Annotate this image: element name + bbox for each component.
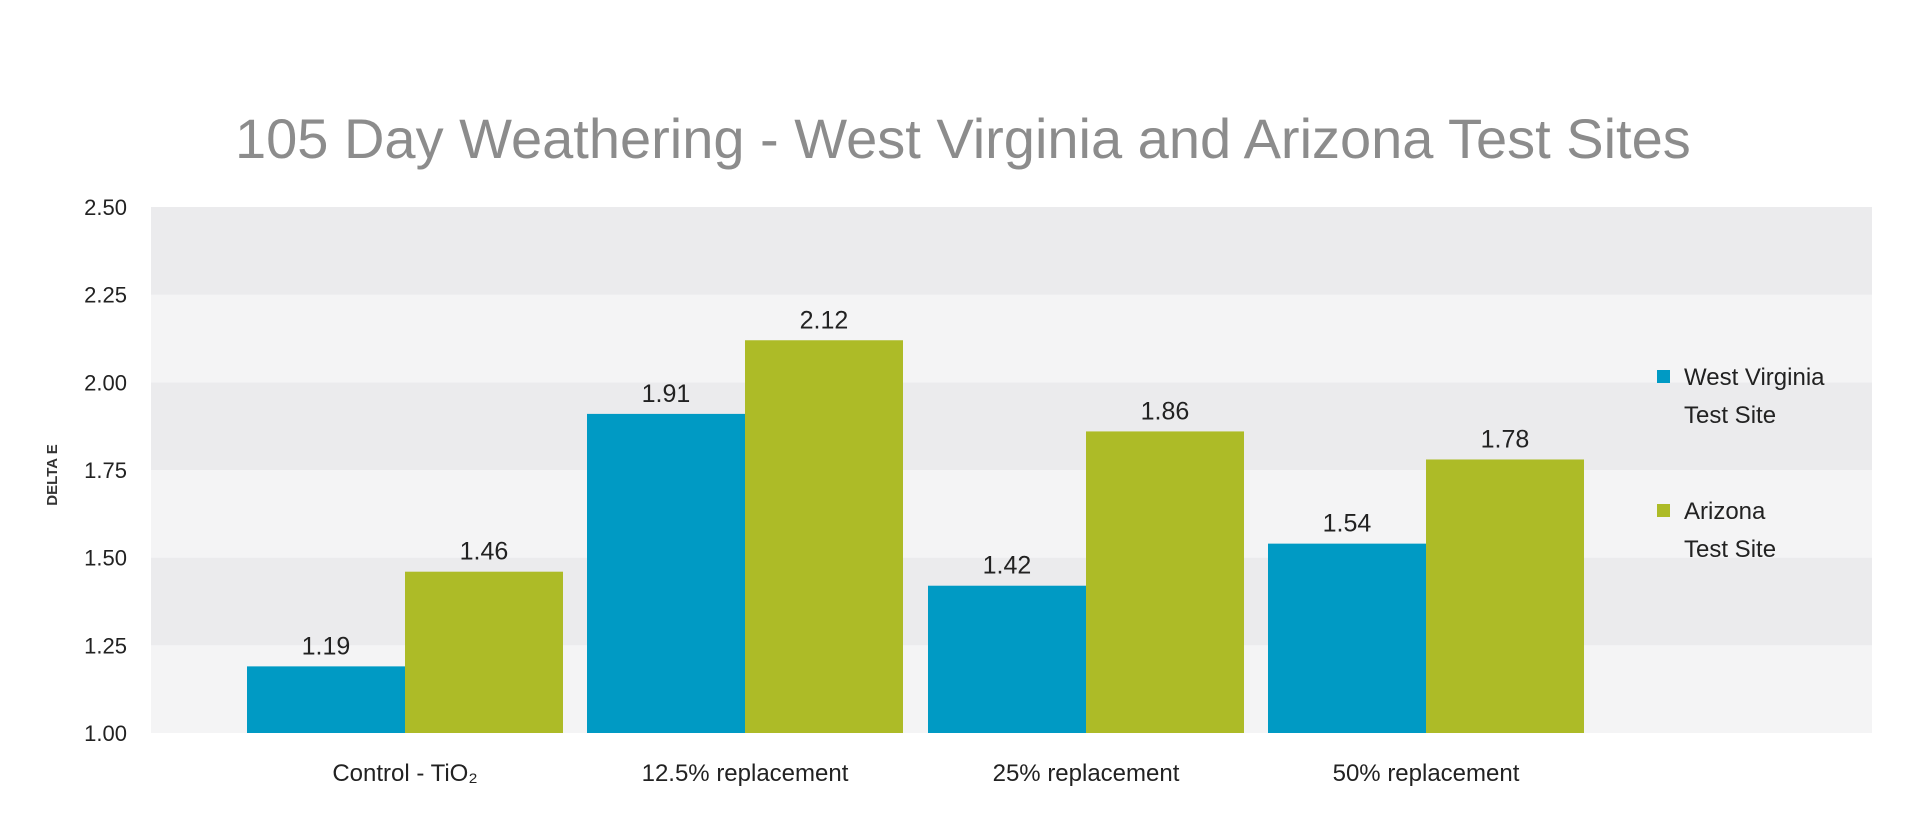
x-tick-label: 25% replacement [993, 760, 1180, 787]
y-tick-label: 1.00 [84, 721, 127, 746]
y-tick-label: 1.25 [84, 633, 127, 658]
y-tick-label: 1.75 [84, 458, 127, 483]
x-tick-label: 12.5% replacement [642, 760, 849, 787]
background-band [151, 382, 1872, 470]
legend-label: Arizona [1684, 498, 1766, 525]
bar-value-label: 1.86 [1141, 397, 1190, 425]
bar-value-label: 1.46 [460, 538, 509, 566]
bar [745, 340, 903, 733]
bar [247, 666, 405, 733]
y-tick-label: 1.50 [84, 546, 127, 571]
bar [928, 585, 1086, 733]
y-tick-label: 2.50 [84, 195, 127, 220]
y-axis-ticks: 1.00 1.25 1.50 1.75 2.00 2.25 2.50 [84, 195, 127, 746]
legend-label: West Virginia [1684, 364, 1825, 391]
bar [405, 571, 563, 733]
bars [247, 340, 1584, 733]
y-axis-label: DELTA E [44, 444, 61, 505]
legend-swatch [1657, 504, 1670, 517]
legend-swatch [1657, 370, 1670, 383]
bar-value-labels: 1.19 1.91 1.42 1.54 1.46 2.12 1.86 1.78 [302, 306, 1530, 660]
bar [1426, 459, 1584, 733]
y-tick-label: 2.00 [84, 370, 127, 395]
y-tick-label: 2.25 [84, 283, 127, 308]
background-band [151, 470, 1872, 558]
bar-value-label: 1.91 [642, 380, 691, 408]
bar [1086, 431, 1244, 733]
bar-value-label: 1.42 [983, 552, 1032, 580]
legend-label: Test Site [1684, 402, 1776, 429]
background-band [151, 207, 1872, 295]
background-band [151, 294, 1872, 383]
background-bands [151, 207, 1872, 733]
x-axis-ticks: Control - TiO₂ 12.5% replacement 25% repla… [332, 760, 1519, 787]
bar-value-label: 1.19 [302, 632, 351, 660]
bar [587, 413, 745, 733]
chart-title: 105 Day Weathering - West Virginia and A… [235, 107, 1691, 170]
bar-value-label: 2.12 [800, 306, 849, 334]
x-tick-label: Control - TiO₂ [332, 760, 477, 787]
legend: West Virginia Test Site Arizona Test Site [1657, 364, 1825, 563]
bar-value-label: 1.54 [1323, 510, 1372, 538]
legend-label: Test Site [1684, 536, 1776, 563]
bar-value-label: 1.78 [1481, 425, 1530, 453]
bar [1268, 543, 1426, 733]
x-tick-label: 50% replacement [1333, 760, 1520, 787]
